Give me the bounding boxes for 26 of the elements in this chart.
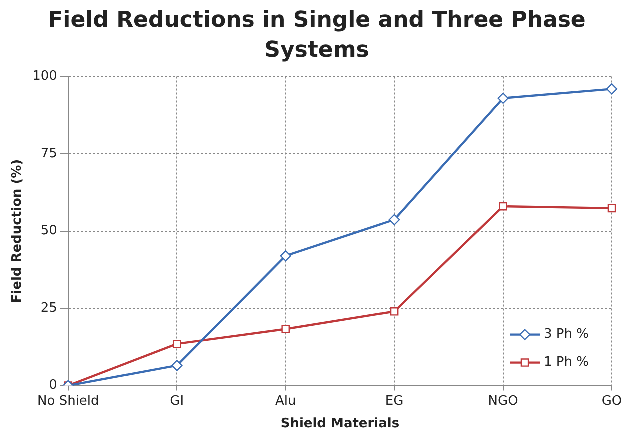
x-tick-label: No Shield (38, 394, 100, 409)
point (280, 250, 292, 262)
legend-label: 1 Ph % (544, 355, 589, 370)
point (499, 202, 508, 211)
point (388, 214, 400, 226)
x-tick-label: NGO (488, 394, 518, 409)
point (608, 204, 616, 213)
point (172, 340, 182, 348)
x-tick-label: GO (602, 394, 622, 409)
y-tick-label: 75 (40, 146, 58, 162)
x-tick-label: Alu (275, 394, 296, 409)
point (606, 84, 618, 95)
y-tick-label: 25 (40, 300, 58, 316)
legend-label: 3 Ph % (544, 327, 589, 342)
x-tick-label: GI (170, 394, 184, 409)
y-axis-title: Field Reduction (%) (10, 159, 26, 304)
point (498, 92, 509, 104)
chart-title: Field Reductions in Single and Three Phase Systems (47, 7, 587, 65)
point (390, 308, 399, 316)
y-tick-label: 0 (49, 378, 58, 394)
x-axis-title: Shield Materials (280, 416, 400, 432)
y-tick-label: 50 (40, 224, 58, 239)
point (172, 360, 183, 372)
point (282, 325, 290, 334)
x-tick-label: EG (385, 394, 404, 409)
y-tick-label: 100 (32, 69, 58, 84)
